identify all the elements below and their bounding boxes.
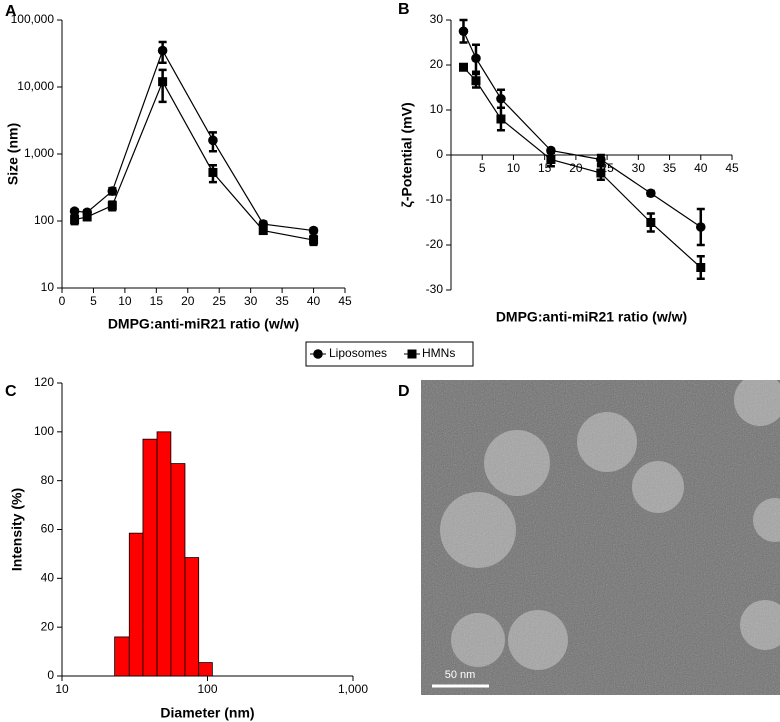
x-tick-label: 5: [90, 294, 97, 308]
y-tick-label: 30: [430, 12, 444, 26]
y-tick-label: 20: [430, 57, 444, 71]
x-tick-label: 10: [118, 294, 132, 308]
marker: [258, 226, 268, 236]
marker: [107, 201, 117, 211]
marker: [471, 53, 481, 64]
marker: [596, 168, 606, 178]
y-tick-label: 100: [34, 213, 54, 227]
x-tick-label: 10: [507, 161, 521, 175]
marker: [471, 76, 481, 86]
y-tick-label: -20: [426, 237, 444, 251]
marker: [596, 154, 606, 165]
x-tick-label: 20: [569, 161, 583, 175]
marker: [208, 135, 218, 146]
marker: [208, 167, 218, 177]
marker: [496, 93, 506, 104]
marker: [70, 215, 80, 225]
x-tick-label: 45: [725, 161, 739, 175]
x-axis-label: DMPG:anti-miR21 ratio (w/w): [108, 316, 299, 332]
y-tick-label: 10,000: [17, 79, 54, 93]
marker: [695, 222, 706, 232]
y-tick-label: 10: [430, 102, 444, 116]
x-tick-label: 0: [59, 294, 66, 308]
marker: [646, 218, 656, 227]
tem-image: [421, 380, 780, 695]
y-tick-label: 10: [41, 280, 55, 294]
x-tick-label: 20: [181, 294, 195, 308]
marker: [82, 212, 92, 222]
marker: [157, 45, 168, 56]
x-tick-label: 45: [338, 294, 352, 308]
bar: [198, 662, 213, 677]
x-axis-label: Diameter (nm): [160, 705, 254, 721]
legend-box: [305, 341, 474, 367]
bar: [114, 636, 130, 677]
x-tick-label: 40: [694, 161, 708, 175]
bar: [142, 438, 158, 677]
y-tick-label: 40: [41, 571, 55, 585]
marker: [458, 26, 469, 37]
marker: [646, 188, 656, 199]
x-tick-label: 10: [55, 682, 69, 696]
bar: [156, 431, 172, 677]
y-axis-label: ζ-Potential (mV): [399, 102, 415, 207]
panel-letter: B: [398, 1, 410, 18]
x-tick-label: 1,000: [338, 682, 368, 696]
x-tick-label: 35: [663, 161, 677, 175]
marker: [458, 62, 468, 72]
marker: [309, 235, 319, 245]
marker: [107, 186, 118, 196]
marker: [158, 77, 168, 87]
legend-label: Liposomes: [329, 346, 387, 360]
y-axis-label: Size (nm): [5, 123, 21, 185]
marker: [308, 225, 319, 236]
legend-label: HMNs: [422, 346, 455, 360]
x-tick-label: 30: [244, 294, 258, 308]
legend-marker: [407, 349, 417, 359]
marker: [69, 206, 80, 217]
x-tick-label: 35: [275, 294, 289, 308]
marker: [546, 155, 556, 164]
x-tick-label: 15: [150, 294, 164, 308]
bar: [170, 463, 186, 677]
y-tick-label: 120: [34, 375, 54, 389]
bar: [184, 557, 200, 677]
y-tick-label: 100: [34, 424, 54, 438]
y-tick-label: -30: [426, 282, 444, 296]
y-tick-label: 1,000: [24, 146, 54, 160]
y-axis-label: Intensity (%): [9, 488, 25, 571]
y-tick-label: 0: [47, 668, 54, 682]
x-tick-label: 30: [632, 161, 646, 175]
y-tick-label: 80: [41, 473, 55, 487]
panel-letter: A: [5, 3, 17, 20]
marker: [696, 263, 706, 272]
bar: [128, 532, 144, 677]
x-tick-label: 15: [538, 161, 552, 175]
x-tick-label: 25: [213, 294, 227, 308]
y-tick-label: 0: [436, 147, 443, 161]
scale-bar-label: 50 nm: [445, 669, 476, 681]
y-tick-label: 100,000: [11, 12, 55, 26]
panel-letter: D: [398, 383, 410, 400]
y-tick-label: 20: [41, 619, 55, 633]
x-axis-label: DMPG:anti-miR21 ratio (w/w): [496, 309, 687, 325]
y-tick-label: 60: [41, 522, 55, 536]
marker: [496, 114, 506, 124]
y-tick-label: -10: [426, 192, 444, 206]
x-tick-label: 100: [197, 682, 217, 696]
x-tick-label: 5: [479, 161, 486, 175]
x-tick-label: 40: [307, 294, 321, 308]
legend-marker: [313, 349, 323, 359]
panel-letter: C: [5, 383, 17, 400]
